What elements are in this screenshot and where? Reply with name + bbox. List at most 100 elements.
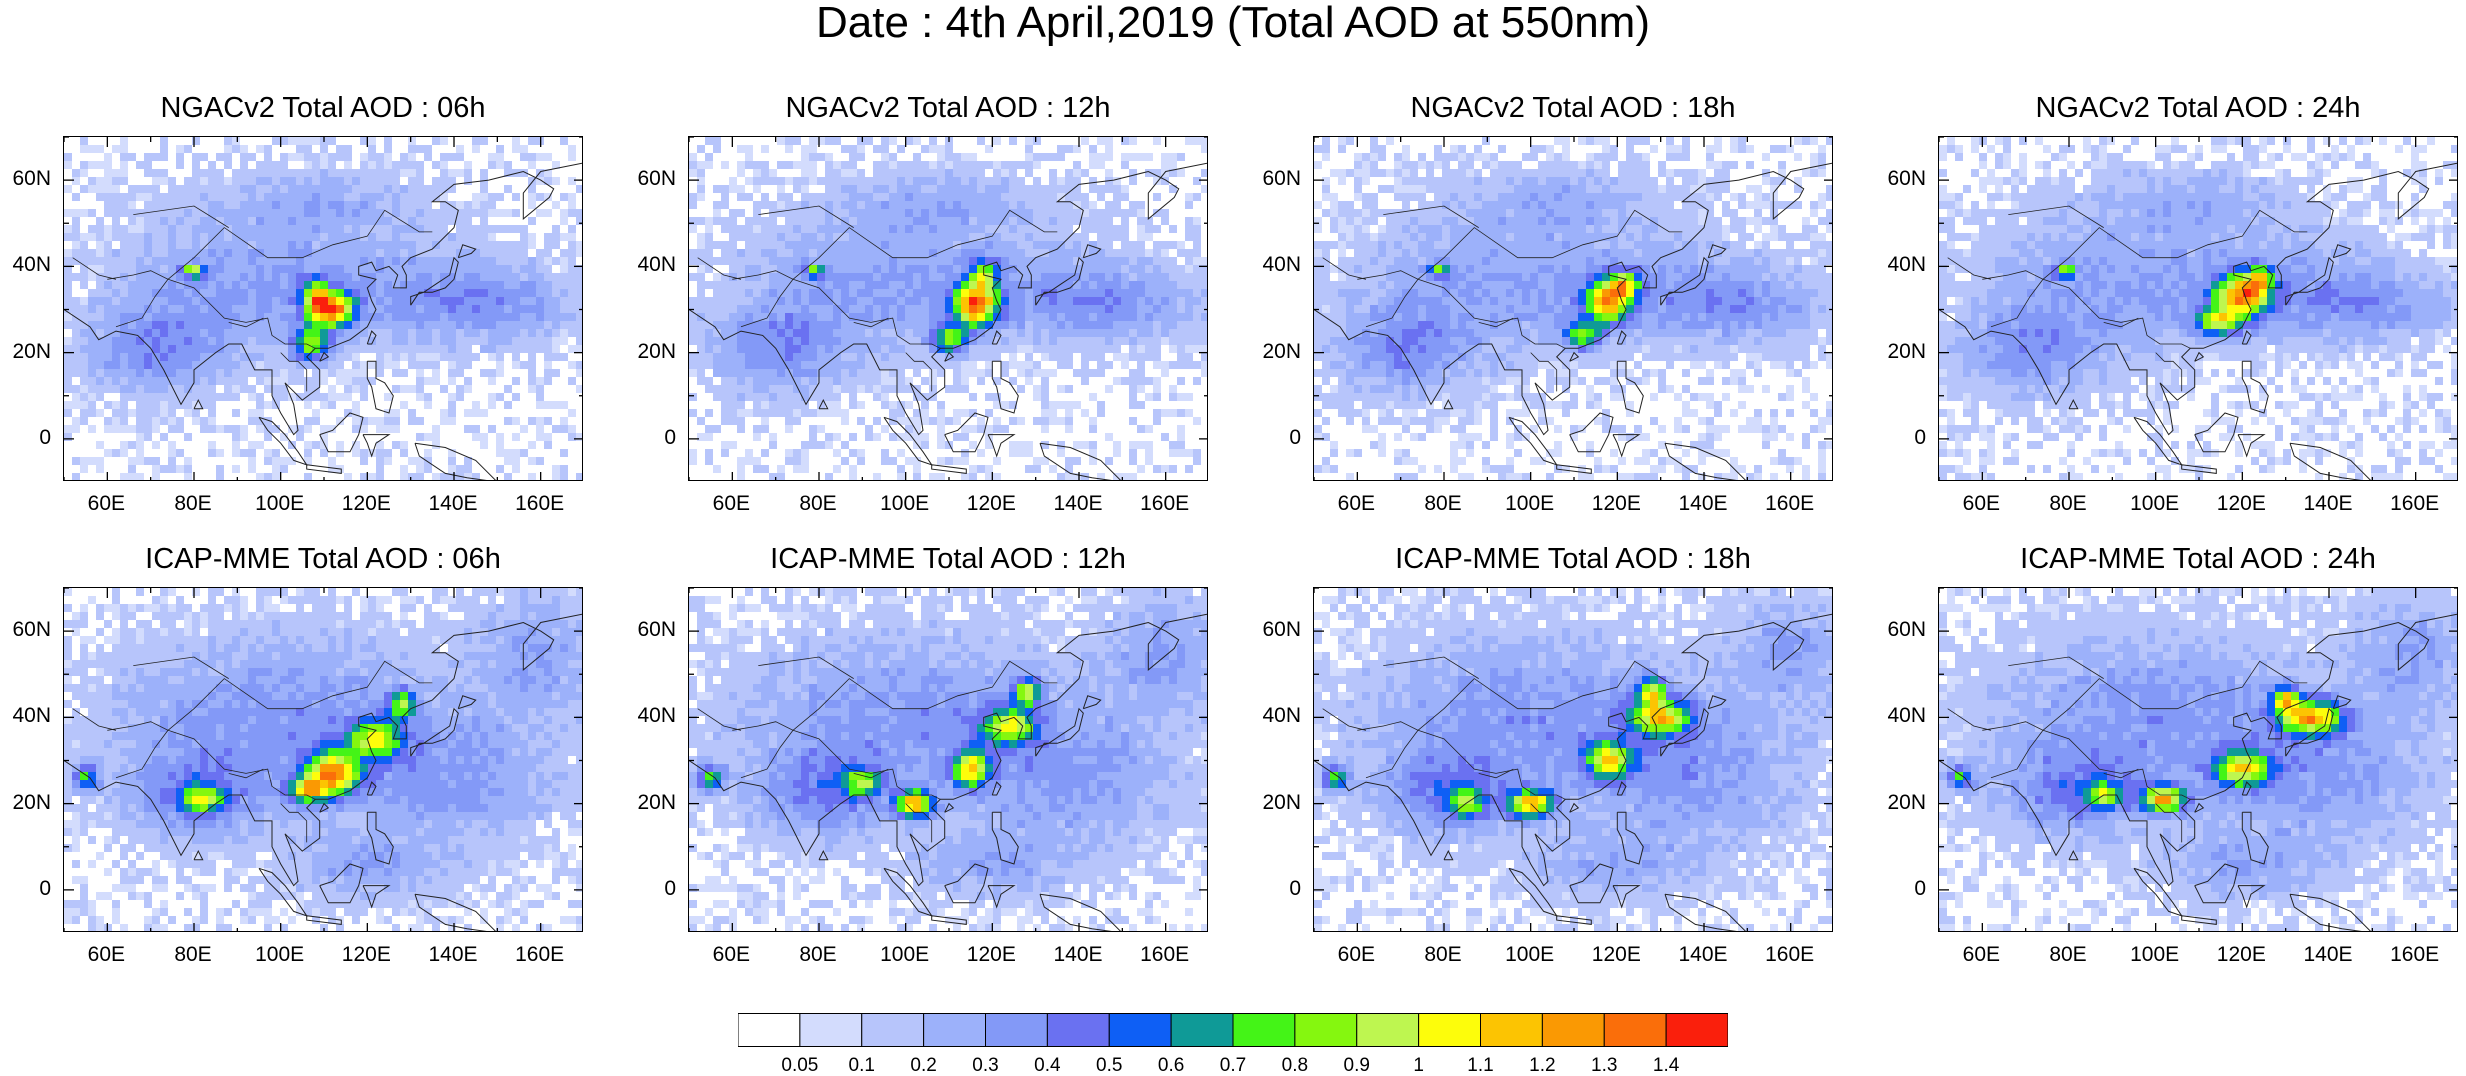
lat-tick-label: 60N	[1251, 619, 1301, 641]
lon-tick-label: 60E	[696, 493, 766, 515]
colorbar-swatch	[1666, 1014, 1728, 1047]
lat-tick-label: 20N	[1, 341, 51, 363]
lat-tick-label: 40N	[1876, 254, 1926, 276]
lon-tick-label: 120E	[2206, 493, 2276, 515]
lon-tick-label: 80E	[783, 493, 853, 515]
aod-field	[1314, 588, 1833, 932]
lon-tick-label: 60E	[71, 944, 141, 966]
colorbar-swatch	[1295, 1014, 1357, 1047]
colorbar-swatch	[924, 1014, 986, 1047]
colorbar-label: 0.3	[956, 1056, 1016, 1076]
lon-tick-label: 140E	[418, 944, 488, 966]
colorbar-label: 0.8	[1265, 1056, 1325, 1076]
lon-tick-label: 160E	[2380, 493, 2450, 515]
lon-tick-label: 100E	[2120, 944, 2190, 966]
lon-tick-label: 80E	[783, 944, 853, 966]
lon-tick-label: 80E	[158, 493, 228, 515]
colorbar-label: 1	[1389, 1056, 1449, 1076]
lon-tick-label: 120E	[1581, 493, 1651, 515]
lon-tick-label: 60E	[1321, 944, 1391, 966]
lon-tick-label: 60E	[71, 493, 141, 515]
lon-tick-label: 140E	[1668, 493, 1738, 515]
lon-tick-label: 160E	[1755, 944, 1825, 966]
lon-tick-label: 100E	[870, 493, 940, 515]
lon-tick-label: 160E	[1130, 944, 1200, 966]
panel-title: NGACv2 Total AOD : 12h	[688, 92, 1208, 124]
colorbar-swatch	[1047, 1014, 1109, 1047]
lat-tick-label: 20N	[626, 341, 676, 363]
aod-map	[63, 136, 583, 481]
lat-tick-label: 20N	[1, 792, 51, 814]
panel-title: NGACv2 Total AOD : 06h	[63, 92, 583, 124]
lon-tick-label: 140E	[418, 493, 488, 515]
colorbar-swatch	[1419, 1014, 1481, 1047]
aod-map	[63, 587, 583, 932]
lat-tick-label: 60N	[1, 619, 51, 641]
aod-map	[1313, 136, 1833, 481]
lon-tick-label: 140E	[1043, 944, 1113, 966]
colorbar-label: 0.9	[1327, 1056, 1387, 1076]
lon-tick-label: 120E	[956, 493, 1026, 515]
lon-tick-label: 80E	[1408, 944, 1478, 966]
colorbar-swatch	[738, 1014, 800, 1047]
lat-tick-label: 40N	[626, 705, 676, 727]
colorbar-label: 1.4	[1636, 1056, 1696, 1076]
colorbar-swatch	[1171, 1014, 1233, 1047]
lat-tick-label: 40N	[1251, 705, 1301, 727]
colorbar-label: 1.1	[1451, 1056, 1511, 1076]
lon-tick-label: 80E	[2033, 493, 2103, 515]
lon-tick-label: 100E	[245, 944, 315, 966]
aod-field	[64, 588, 583, 932]
aod-field	[64, 137, 583, 481]
lon-tick-label: 60E	[1946, 944, 2016, 966]
lon-tick-label: 160E	[505, 944, 575, 966]
panel-title: ICAP-MME Total AOD : 18h	[1313, 543, 1833, 575]
colorbar-label: 0.05	[770, 1056, 830, 1076]
colorbar-label: 0.1	[832, 1056, 892, 1076]
lon-tick-label: 120E	[956, 944, 1026, 966]
lat-tick-label: 0	[626, 427, 676, 449]
colorbar-label: 0.5	[1079, 1056, 1139, 1076]
lon-tick-label: 160E	[1130, 493, 1200, 515]
panel-title: ICAP-MME Total AOD : 24h	[1938, 543, 2458, 575]
lon-tick-label: 140E	[2293, 944, 2363, 966]
lat-tick-label: 40N	[1876, 705, 1926, 727]
lat-tick-label: 0	[626, 878, 676, 900]
lat-tick-label: 20N	[1251, 792, 1301, 814]
lat-tick-label: 60N	[626, 168, 676, 190]
lat-tick-label: 60N	[1876, 168, 1926, 190]
lat-tick-label: 0	[1876, 878, 1926, 900]
panel-title: NGACv2 Total AOD : 24h	[1938, 92, 2458, 124]
lat-tick-label: 20N	[1876, 792, 1926, 814]
lon-tick-label: 60E	[1321, 493, 1391, 515]
lat-tick-label: 60N	[1876, 619, 1926, 641]
aod-field	[1939, 588, 2458, 932]
lon-tick-label: 80E	[2033, 944, 2103, 966]
aod-field	[689, 137, 1208, 481]
colorbar-label: 1.2	[1512, 1056, 1572, 1076]
lat-tick-label: 0	[1251, 878, 1301, 900]
colorbar-label: 0.2	[894, 1056, 954, 1076]
lon-tick-label: 120E	[331, 944, 401, 966]
lon-tick-label: 100E	[245, 493, 315, 515]
colorbar-label: 0.4	[1017, 1056, 1077, 1076]
lon-tick-label: 100E	[870, 944, 940, 966]
lat-tick-label: 20N	[626, 792, 676, 814]
aod-map	[1313, 587, 1833, 932]
lon-tick-label: 80E	[158, 944, 228, 966]
lon-tick-label: 120E	[2206, 944, 2276, 966]
aod-map	[688, 587, 1208, 932]
lat-tick-label: 0	[1251, 427, 1301, 449]
lat-tick-label: 60N	[1251, 168, 1301, 190]
colorbar-swatch	[1357, 1014, 1419, 1047]
lat-tick-label: 40N	[1251, 254, 1301, 276]
lat-tick-label: 0	[1876, 427, 1926, 449]
colorbar-swatch	[1542, 1014, 1604, 1047]
panel-title: ICAP-MME Total AOD : 12h	[688, 543, 1208, 575]
